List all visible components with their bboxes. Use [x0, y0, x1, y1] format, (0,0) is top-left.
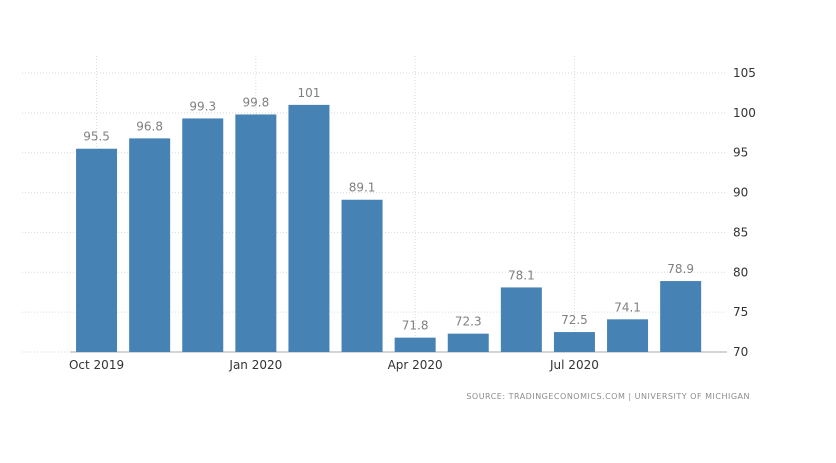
x-axis-ticks: Oct 2019 Jan 2020 Apr 2020 Jul 2020 — [69, 358, 599, 372]
data-label: 72.3 — [455, 315, 482, 329]
y-tick-label: 85 — [733, 225, 748, 239]
data-labels: 95.5 96.8 99.3 99.8 101 89.1 71.8 72.3 78.1 72.5 7… — [83, 86, 694, 333]
bar-nov-2019 — [129, 138, 171, 352]
data-label: 78.9 — [667, 262, 694, 276]
bars — [76, 104, 702, 353]
bar-feb-2020 — [288, 104, 330, 352]
data-label: 74.1 — [614, 300, 641, 314]
y-tick-label: 100 — [733, 106, 756, 120]
data-label: 71.8 — [402, 319, 429, 333]
data-label: 89.1 — [349, 181, 376, 195]
data-label: 96.8 — [136, 119, 163, 133]
y-tick-label: 80 — [733, 265, 748, 279]
data-label: 95.5 — [83, 130, 110, 144]
data-label: 99.8 — [242, 95, 269, 109]
x-tick-label: Jan 2020 — [228, 358, 282, 372]
data-label: 78.1 — [508, 268, 535, 282]
bar-mar-2020 — [341, 199, 383, 352]
y-tick-label: 75 — [733, 305, 748, 319]
y-tick-label: 70 — [733, 345, 748, 359]
bar-sep-2020 — [660, 281, 702, 352]
x-tick-label: Apr 2020 — [388, 358, 443, 372]
y-tick-label: 90 — [733, 186, 748, 200]
data-label: 72.5 — [561, 313, 588, 327]
bar-jul-2020 — [553, 332, 595, 352]
data-label: 99.3 — [189, 99, 216, 113]
bar-aug-2020 — [607, 319, 649, 352]
bar-jun-2020 — [500, 287, 542, 352]
x-tick-label: Oct 2019 — [69, 358, 124, 372]
bar-dec-2019 — [182, 118, 224, 353]
bar-apr-2020 — [394, 337, 436, 352]
bar-jan-2020 — [235, 114, 277, 352]
y-axis-ticks: 70 75 80 85 90 95 100 105 — [733, 66, 756, 359]
y-tick-label: 95 — [733, 146, 748, 160]
source-note: SOURCE: TRADINGECONOMICS.COM | UNIVERSIT… — [466, 392, 750, 401]
data-label: 101 — [297, 86, 320, 100]
bar-oct-2019 — [76, 148, 118, 352]
x-tick-label: Jul 2020 — [549, 358, 599, 372]
y-tick-label: 105 — [733, 66, 756, 80]
bar-may-2020 — [447, 333, 489, 352]
